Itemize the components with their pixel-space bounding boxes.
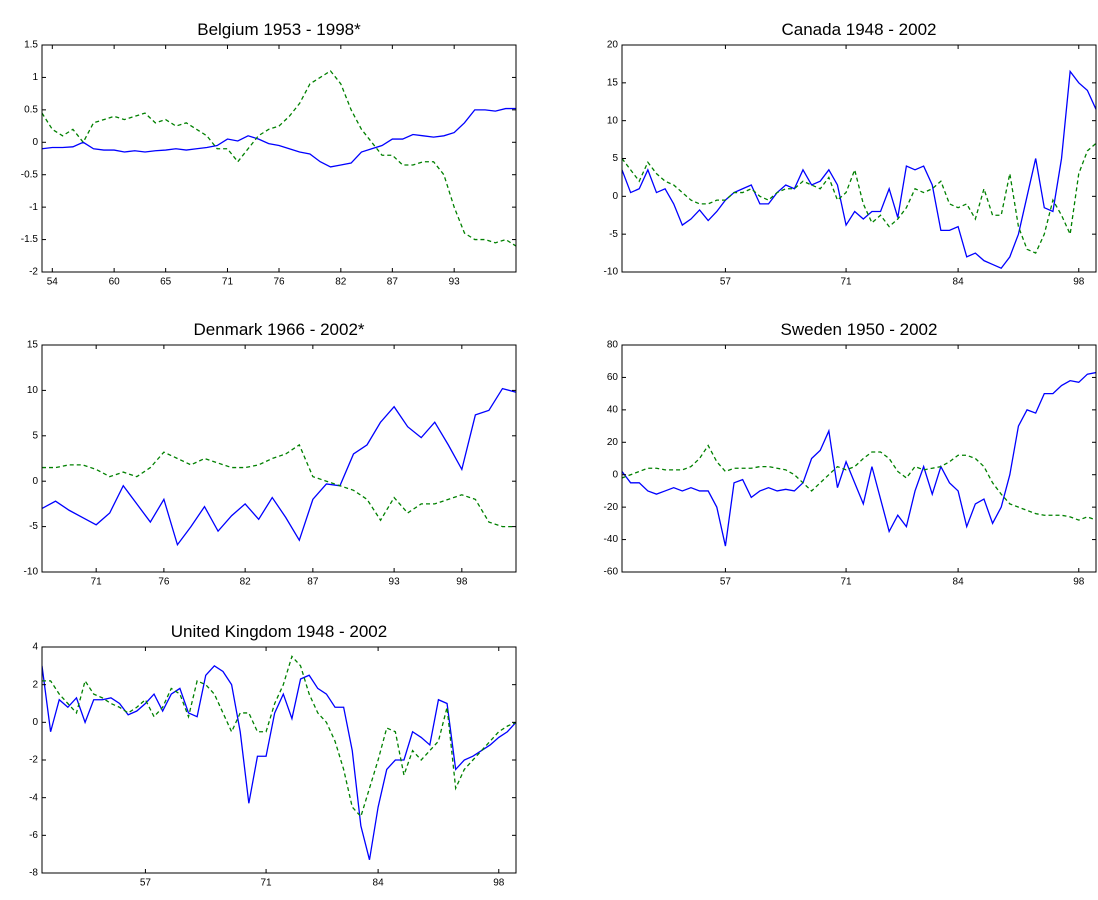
- y-tick-label: 40: [607, 404, 619, 415]
- y-tick-label: 15: [607, 77, 619, 88]
- subplot-title: Denmark 1966 - 2002*: [193, 320, 364, 339]
- plot-area: [42, 70, 516, 247]
- series-line: [622, 142, 1096, 254]
- y-tick-label: 2: [32, 679, 38, 690]
- x-tick-label: 98: [493, 878, 505, 889]
- x-tick-label: 71: [261, 878, 273, 889]
- x-tick-label: 93: [389, 577, 401, 588]
- subplot: Canada 1948 - 2002 -10 -5 0 5 10 15 20 57 71 84 98: [604, 20, 1097, 288]
- plot-area: [622, 69, 1096, 270]
- x-tick-label: 82: [240, 577, 252, 588]
- x-tick-label: 98: [1073, 577, 1085, 588]
- y-tick-label: 1.5: [24, 40, 38, 51]
- y-tick-label: 4: [32, 642, 38, 653]
- y-tick-label: -40: [604, 534, 619, 545]
- y-tick-label: -1.5: [21, 234, 39, 245]
- x-tick-label: 84: [953, 577, 965, 588]
- y-tick-label: -10: [604, 267, 619, 278]
- y-tick-label: 10: [607, 115, 619, 126]
- y-tick-label: 0: [32, 137, 38, 148]
- x-tick-label: 60: [109, 277, 121, 288]
- axes-box: [41, 44, 517, 273]
- y-tick-label: -6: [29, 830, 38, 841]
- y-tick-label: 0: [612, 191, 618, 202]
- y-tick-label: 1: [32, 72, 38, 83]
- y-tick-label: -8: [29, 868, 38, 879]
- x-tick-label: 76: [273, 277, 285, 288]
- x-tick-label: 71: [91, 577, 103, 588]
- series-line: [42, 664, 516, 860]
- y-tick-label: 0: [32, 476, 38, 487]
- y-tick-label: 0: [32, 717, 38, 728]
- y-tick-label: 0.5: [24, 104, 38, 115]
- subplot: United Kingdom 1948 - 2002 -8 -6 -4 -2 0 2 4 57 7…: [29, 622, 517, 889]
- axes-box: [621, 344, 1097, 573]
- x-tick-label: 71: [841, 577, 853, 588]
- axes-box: [621, 44, 1097, 273]
- subplot-title: Canada 1948 - 2002: [781, 20, 936, 39]
- subplot-title: Sweden 1950 - 2002: [781, 320, 938, 339]
- plot-area: [42, 655, 516, 860]
- x-tick-label: 84: [373, 878, 385, 889]
- axes-box: [41, 646, 517, 874]
- x-tick-label: 84: [953, 277, 965, 288]
- x-tick-label: 93: [449, 277, 461, 288]
- y-tick-label: -5: [29, 521, 38, 532]
- series-line: [42, 107, 516, 168]
- x-tick-label: 87: [307, 577, 319, 588]
- x-tick-label: 57: [720, 577, 732, 588]
- y-tick-label: 5: [612, 153, 618, 164]
- series-line: [622, 371, 1096, 547]
- y-tick-label: -5: [609, 229, 618, 240]
- y-tick-label: 5: [32, 430, 38, 441]
- y-tick-label: 80: [607, 340, 619, 351]
- y-tick-label: -4: [29, 792, 38, 803]
- x-tick-label: 57: [140, 878, 152, 889]
- y-tick-label: -1: [29, 202, 38, 213]
- y-tick-label: -2: [29, 267, 38, 278]
- y-tick-label: 10: [27, 385, 39, 396]
- axes-box: [41, 344, 517, 573]
- x-tick-label: 82: [335, 277, 347, 288]
- y-tick-label: 20: [607, 40, 619, 51]
- series-line: [42, 387, 516, 547]
- x-tick-label: 54: [47, 277, 59, 288]
- y-tick-label: 20: [607, 437, 619, 448]
- x-tick-label: 57: [720, 277, 732, 288]
- x-tick-label: 76: [158, 577, 170, 588]
- x-tick-label: 98: [1073, 277, 1085, 288]
- x-tick-label: 71: [841, 277, 853, 288]
- y-tick-label: -60: [604, 567, 619, 578]
- subplot: Sweden 1950 - 2002 -60 -40 -20 0 20 40 60 80 57 71…: [604, 320, 1097, 588]
- subplot-title: United Kingdom 1948 - 2002: [171, 622, 387, 641]
- series-line: [622, 444, 1096, 521]
- series-line: [42, 655, 516, 818]
- y-tick-label: -20: [604, 502, 619, 513]
- plot-area: [42, 387, 516, 547]
- subplot: Belgium 1953 - 1998* -2 -1.5 -1 -0.5 0 0.5 1 1.5…: [21, 20, 517, 288]
- subplot: Denmark 1966 - 2002* -10 -5 0 5 10 15 71 76 82 87 9…: [24, 320, 517, 588]
- plot-area: [622, 371, 1096, 547]
- x-tick-label: 71: [222, 277, 234, 288]
- y-tick-label: 0: [612, 469, 618, 480]
- x-tick-label: 87: [387, 277, 399, 288]
- y-tick-label: 15: [27, 340, 39, 351]
- y-tick-label: -10: [24, 567, 39, 578]
- x-tick-label: 65: [160, 277, 172, 288]
- subplot-title: Belgium 1953 - 1998*: [197, 20, 361, 39]
- series-line: [42, 443, 516, 528]
- series-line: [42, 70, 516, 247]
- series-line: [622, 69, 1096, 270]
- x-tick-label: 98: [456, 577, 468, 588]
- y-tick-label: 60: [607, 372, 619, 383]
- y-tick-label: -2: [29, 755, 38, 766]
- y-tick-label: -0.5: [21, 169, 39, 180]
